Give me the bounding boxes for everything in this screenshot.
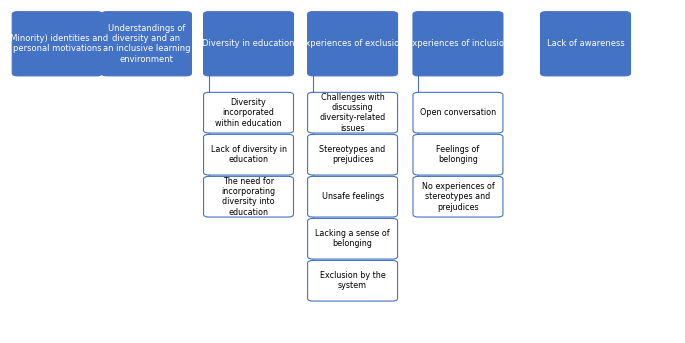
Text: (Minority) identities and
personal motivations: (Minority) identities and personal motiv… — [7, 34, 108, 54]
Text: Challenges with
discussing
diversity-related
issues: Challenges with discussing diversity-rel… — [319, 93, 386, 133]
FancyBboxPatch shape — [308, 134, 397, 175]
Text: Lacking a sense of
belonging: Lacking a sense of belonging — [315, 229, 390, 248]
Text: Understandings of
diversity and an
an inclusive learning
environment: Understandings of diversity and an an in… — [103, 24, 190, 64]
FancyBboxPatch shape — [12, 12, 102, 76]
FancyBboxPatch shape — [203, 134, 293, 175]
FancyBboxPatch shape — [413, 12, 503, 76]
FancyBboxPatch shape — [540, 12, 630, 76]
FancyBboxPatch shape — [203, 92, 293, 133]
Text: No experiences of
stereotypes and
prejudices: No experiences of stereotypes and prejud… — [421, 182, 495, 212]
Text: Experiences of inclusion: Experiences of inclusion — [407, 39, 509, 48]
Text: The need for
incorporating
diversity into
education: The need for incorporating diversity int… — [221, 177, 275, 217]
Text: Unsafe feelings: Unsafe feelings — [321, 192, 384, 201]
Text: Exclusion by the
system: Exclusion by the system — [320, 271, 386, 291]
FancyBboxPatch shape — [308, 260, 397, 301]
FancyBboxPatch shape — [308, 176, 397, 217]
FancyBboxPatch shape — [413, 176, 503, 217]
FancyBboxPatch shape — [413, 92, 503, 133]
Text: Stereotypes and
prejudices: Stereotypes and prejudices — [319, 145, 386, 164]
FancyBboxPatch shape — [308, 12, 397, 76]
FancyBboxPatch shape — [308, 218, 397, 259]
FancyBboxPatch shape — [308, 92, 397, 133]
Text: Experiences of exclusion: Experiences of exclusion — [300, 39, 405, 48]
Text: Feelings of
belonging: Feelings of belonging — [436, 145, 480, 164]
FancyBboxPatch shape — [413, 134, 503, 175]
Text: Diversity
incorporated
within education: Diversity incorporated within education — [215, 98, 282, 128]
FancyBboxPatch shape — [101, 12, 191, 76]
Text: Lack of diversity in
education: Lack of diversity in education — [210, 145, 286, 164]
FancyBboxPatch shape — [203, 176, 293, 217]
FancyBboxPatch shape — [203, 12, 293, 76]
Text: Lack of awareness: Lack of awareness — [547, 39, 625, 48]
Text: Diversity in education: Diversity in education — [202, 39, 295, 48]
Text: Open conversation: Open conversation — [420, 108, 496, 117]
